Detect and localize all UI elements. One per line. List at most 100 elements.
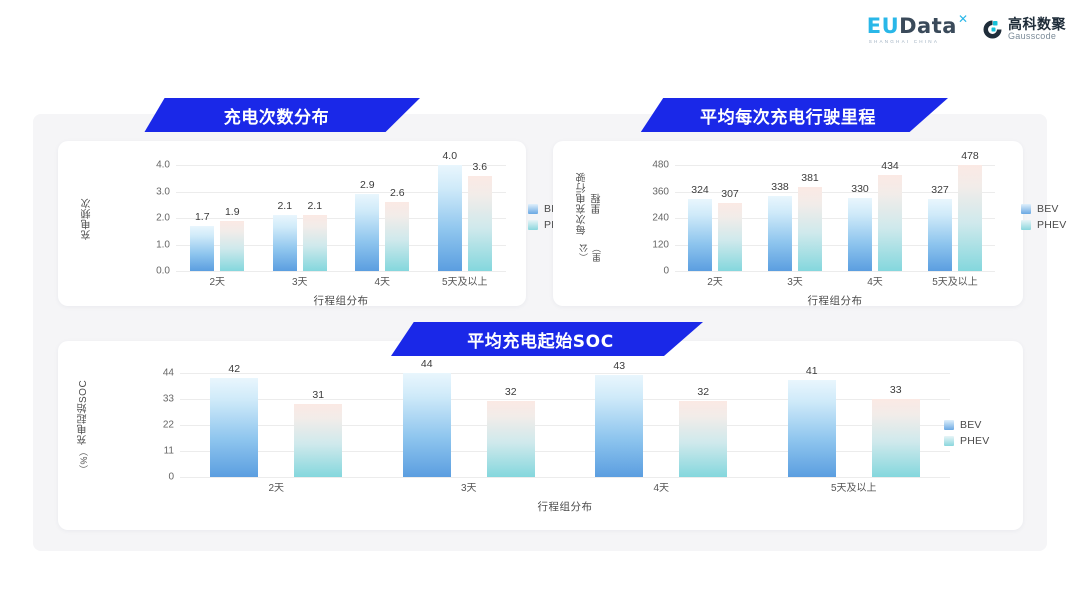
- bar-group: 327 478 5天及以上: [915, 150, 995, 288]
- bar-bev-3天[interactable]: 2.1: [272, 200, 297, 271]
- legend-swatch-icon: [528, 220, 538, 230]
- y-axis-tick: 2.0: [156, 212, 170, 224]
- bar-group: 1.7 1.9 2天: [176, 165, 259, 288]
- y-axis-unit: （%）: [79, 446, 89, 475]
- bar-phev-3天[interactable]: 2.1: [302, 200, 327, 271]
- bar-groups: 42 31 2天 44 32 3天 43 32 4天 41 33 5天及以上: [180, 358, 950, 494]
- legend-swatch-icon: [528, 204, 538, 214]
- bar-phev-2天[interactable]: 307: [718, 188, 742, 271]
- bar-phev-4天[interactable]: 2.6: [385, 187, 410, 271]
- y-axis-tick: 4.0: [156, 159, 170, 171]
- legend-swatch-icon: [944, 436, 954, 446]
- y-axis-label-text: 每次充电行驶里程: [577, 171, 603, 235]
- chart-legend: BEV PHEV: [1021, 203, 1066, 231]
- bar-bev-2天[interactable]: 42: [210, 363, 259, 477]
- gausscode-en: Gausscode: [1008, 30, 1057, 41]
- evdata-word-suffix: Data: [899, 14, 957, 38]
- y-axis-tick: 11: [163, 445, 174, 457]
- x-axis-tick: 3天: [291, 277, 308, 288]
- evdata-logo: EUData ✕ SHANGHAI CHINA: [867, 12, 968, 44]
- y-axis-tick: 1.0: [156, 239, 170, 250]
- y-axis-tick: 3.0: [156, 186, 170, 197]
- chart-legend: BEV PHEV: [944, 419, 989, 447]
- bar-value-label: 31: [312, 388, 325, 401]
- plot-area: 0 120 240 360 480 324 307 2天 338 381 3天 330 434 4天 327…: [652, 150, 995, 288]
- bar-phev-5天及以上[interactable]: 478: [958, 150, 982, 271]
- gridline: [675, 218, 995, 219]
- x-axis-tick: 4天: [653, 483, 670, 494]
- bar-value-label: 1.9: [224, 205, 240, 218]
- bar-bev-4天[interactable]: 43: [595, 360, 644, 477]
- y-axis-label: 充电起始SOC （%）: [76, 375, 91, 479]
- bar-phev-2天[interactable]: 1.9: [220, 206, 245, 271]
- legend-label: PHEV: [1037, 219, 1067, 231]
- gridline: [180, 425, 950, 426]
- bar-phev-3天[interactable]: 381: [798, 172, 822, 271]
- bar-group: 2.9 2.6 4天: [341, 165, 424, 288]
- gausscode-logo: 高科数聚 Gausscode: [982, 17, 1066, 41]
- chart-card-charging-frequency: 充电频次 0.0 1.0 2.0 3.0 4.0 1.7 1.9 2天 2.1 2.1 3天 2.9 2.…: [58, 141, 573, 307]
- bar-group: 4.0 3.6 5天及以上: [424, 150, 507, 288]
- x-axis-tick: 2天: [209, 277, 226, 288]
- gridline: [176, 271, 506, 272]
- bar-phev-3天[interactable]: 32: [486, 386, 535, 477]
- bar-group: 44 32 3天: [373, 358, 566, 494]
- bar-bev-2天[interactable]: 324: [688, 184, 712, 271]
- bar-bev-5天及以上[interactable]: 327: [928, 184, 952, 271]
- chart-card-start-soc: 充电起始SOC （%） 0 11 22 33 44 42 31 2天 44 32 3天 43 32 4天 41 3…: [58, 341, 1023, 530]
- bar-bev-2天[interactable]: 1.7: [190, 211, 215, 271]
- gausscode-text: 高科数聚 Gausscode: [1008, 17, 1066, 41]
- evdata-word-prefix: EU: [866, 14, 900, 38]
- y-axis-tick: 44: [162, 367, 174, 379]
- legend-label: PHEV: [960, 435, 990, 447]
- bar-value-label: 1.7: [194, 210, 210, 223]
- gridline: [180, 399, 950, 400]
- legend-item-bev[interactable]: BEV: [1021, 203, 1066, 215]
- y-axis-label: 充电频次: [82, 198, 93, 240]
- y-axis-tick: 480: [652, 159, 669, 171]
- bar-value-label: 3.6: [472, 160, 488, 173]
- bar-value-label: 44: [420, 358, 433, 370]
- bar-value-label: 33: [889, 384, 902, 396]
- bar-bev-4天[interactable]: 330: [848, 183, 872, 271]
- bar-value-label: 434: [881, 160, 899, 173]
- bar-bev-5天及以上[interactable]: 41: [787, 365, 836, 477]
- bar-value-label: 43: [613, 360, 626, 373]
- gridline: [176, 244, 506, 246]
- gridline: [180, 451, 950, 452]
- legend-item-phev[interactable]: PHEV: [1021, 219, 1066, 231]
- legend-item-bev[interactable]: BEV: [944, 419, 989, 431]
- bar-phev-4天[interactable]: 32: [679, 386, 728, 477]
- x-axis-tick: 5天及以上: [441, 277, 488, 288]
- x-axis-label: 行程组分布: [313, 295, 369, 307]
- bar-bev-5天及以上[interactable]: 4.0: [437, 150, 462, 271]
- legend-item-phev[interactable]: PHEV: [944, 435, 989, 447]
- bar-groups: 324 307 2天 338 381 3天 330 434 4天 327 478 5天及以上: [675, 150, 995, 288]
- bar-value-label: 41: [805, 365, 818, 378]
- legend-swatch-icon: [944, 420, 954, 430]
- bar-group: 43 32 4天: [565, 360, 758, 494]
- x-axis-tick: 5天及以上: [830, 483, 877, 494]
- chart-title-label: 平均每次充电行驶里程: [700, 107, 876, 128]
- y-axis-tick: 240: [652, 212, 669, 224]
- bar-bev-4天[interactable]: 2.9: [355, 179, 380, 271]
- chart-chart-range-per-charge: 每次充电行驶里程 （公里） 0 120 240 360 480 324 307 2天 338 381 3…: [553, 141, 1066, 307]
- bar-value-label: 32: [504, 386, 517, 399]
- bar-phev-5天及以上[interactable]: 3.6: [467, 161, 492, 271]
- bar-phev-5天及以上[interactable]: 33: [871, 384, 920, 477]
- y-axis-tick: 33: [162, 393, 174, 405]
- bar-bev-3天[interactable]: 44: [402, 358, 451, 477]
- bar-phev-4天[interactable]: 434: [878, 160, 902, 271]
- x-axis-tick: 2天: [268, 483, 285, 494]
- y-axis-unit: （公里）: [579, 242, 602, 262]
- y-axis-tick: 360: [652, 186, 669, 197]
- bar-group: 324 307 2天: [675, 165, 755, 288]
- evdata-word: EUData: [867, 14, 957, 38]
- bar-phev-2天[interactable]: 31: [294, 389, 343, 477]
- bar-bev-3天[interactable]: 338: [768, 181, 792, 271]
- bar-value-label: 2.6: [389, 187, 405, 200]
- gridline: [176, 165, 506, 166]
- plot-area: 0.0 1.0 2.0 3.0 4.0 1.7 1.9 2天 2.1 2.1 3天 2.9 2.6 4天 4…: [156, 150, 507, 288]
- gausscode-mark-icon: [982, 19, 1003, 40]
- bar-value-label: 2.1: [307, 200, 323, 213]
